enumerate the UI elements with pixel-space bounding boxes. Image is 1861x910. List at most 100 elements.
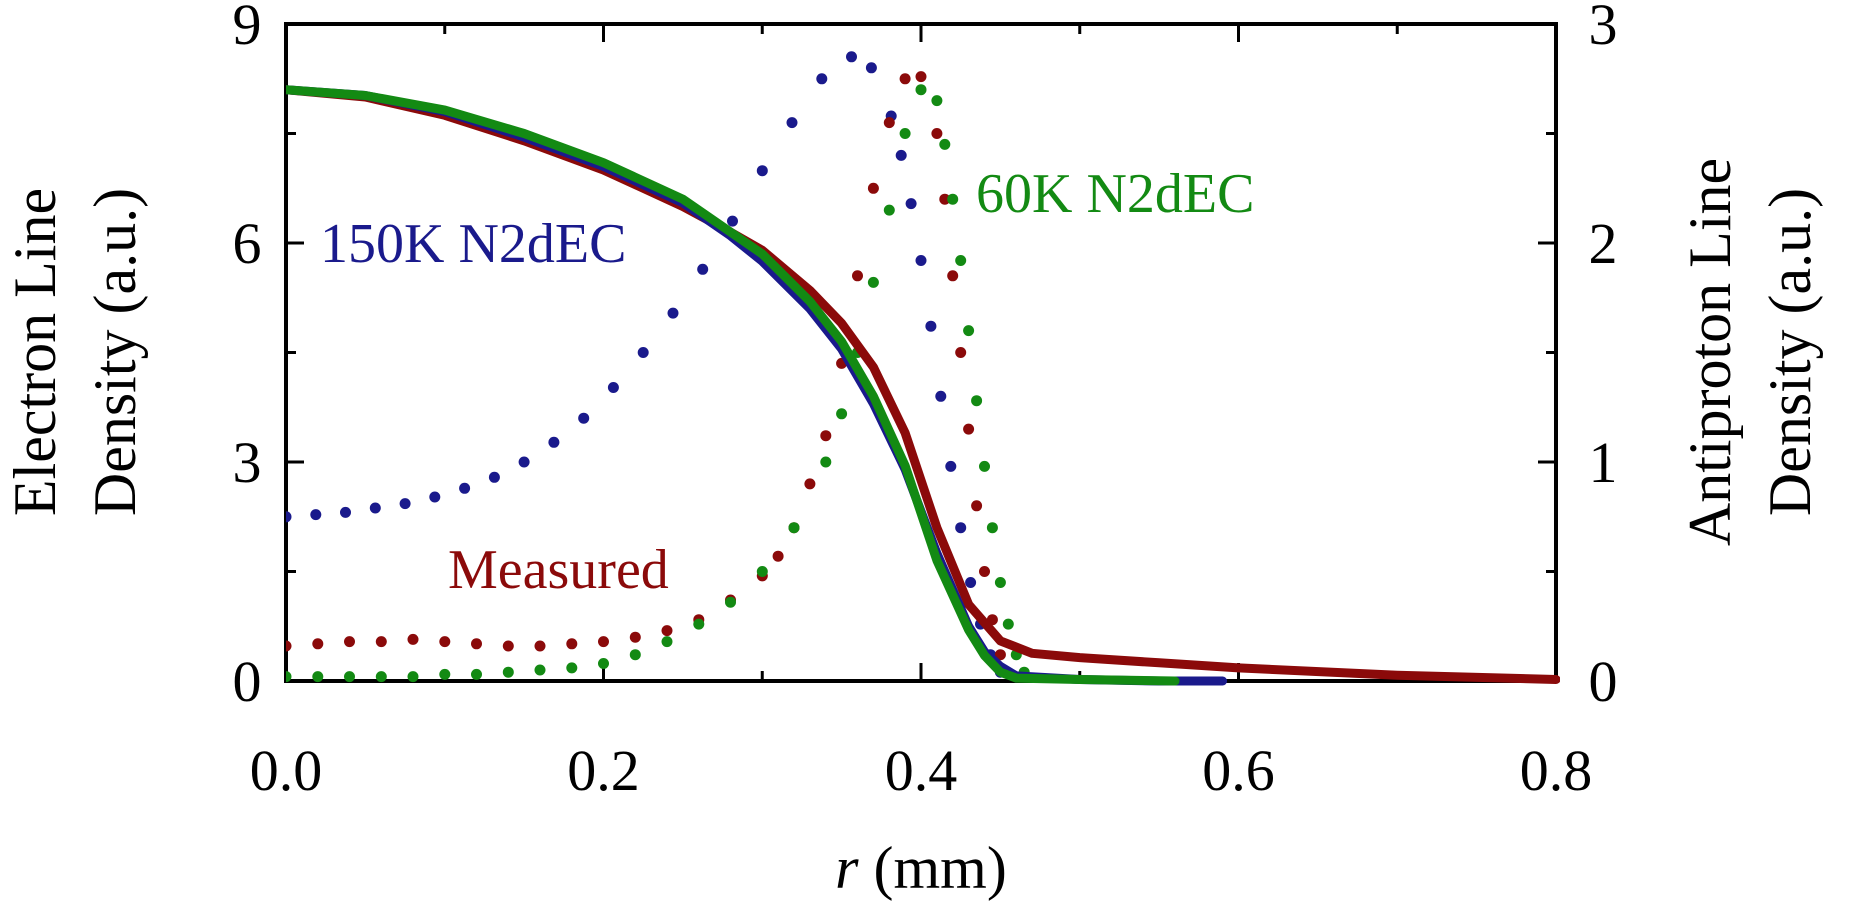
x-tick-label: 0.4 xyxy=(885,738,958,803)
antiproton-point-60k-n2dec xyxy=(1002,618,1014,630)
antiproton-point-60k-n2dec xyxy=(629,649,641,661)
antiproton-point-60k-n2dec xyxy=(899,128,911,139)
electron-line-60k-n2dec xyxy=(286,85,1180,686)
x-tick-label: 0.6 xyxy=(1202,738,1275,803)
antiproton-point-measured xyxy=(915,71,927,83)
antiproton-point-measured xyxy=(629,631,641,643)
antiproton-point-150k-n2dec xyxy=(488,471,500,483)
antiproton-point-60k-n2dec xyxy=(979,460,990,472)
antiproton-point-measured xyxy=(566,638,578,650)
antiproton-point-measured xyxy=(971,500,983,512)
antiproton-point-measured xyxy=(867,182,879,194)
antiproton-point-150k-n2dec xyxy=(756,165,768,177)
antiproton-point-measured xyxy=(939,193,951,205)
antiproton-point-60k-n2dec xyxy=(867,276,879,288)
antiproton-point-150k-n2dec xyxy=(816,73,828,85)
antiproton-point-60k-n2dec xyxy=(375,671,387,683)
antiproton-point-150k-n2dec xyxy=(369,502,381,514)
annotation-60k: 60K N2dEC xyxy=(976,163,1254,225)
antiproton-point-60k-n2dec xyxy=(725,596,736,608)
antiproton-point-150k-n2dec xyxy=(518,456,530,468)
antiproton-point-60k-n2dec xyxy=(344,671,355,683)
x-axis-title-variable: r xyxy=(835,835,859,901)
antiproton-point-measured xyxy=(439,636,451,648)
antiproton-point-60k-n2dec xyxy=(598,658,609,669)
antiproton-point-60k-n2dec xyxy=(534,664,546,676)
antiproton-point-60k-n2dec xyxy=(994,577,1006,588)
antiproton-point-150k-n2dec xyxy=(727,215,738,227)
antiproton-point-150k-n2dec xyxy=(459,482,471,494)
antiproton-point-150k-n2dec xyxy=(548,436,560,448)
antiproton-point-measured xyxy=(963,423,975,435)
antiproton-point-150k-n2dec xyxy=(607,382,619,393)
antiproton-point-150k-n2dec xyxy=(786,117,798,129)
antiproton-point-measured xyxy=(375,636,387,648)
antiproton-point-60k-n2dec xyxy=(502,666,514,678)
antiproton-point-150k-n2dec xyxy=(310,509,322,521)
antiproton-point-60k-n2dec xyxy=(883,204,895,216)
antiproton-point-measured xyxy=(661,625,673,637)
antiproton-point-measured xyxy=(883,117,895,129)
antiproton-point-60k-n2dec xyxy=(947,193,959,205)
x-tick-label: 0.0 xyxy=(250,738,323,803)
antiproton-point-150k-n2dec xyxy=(846,51,857,63)
antiproton-point-60k-n2dec xyxy=(836,408,848,420)
antiproton-point-150k-n2dec xyxy=(935,390,947,402)
antiproton-point-150k-n2dec xyxy=(667,307,679,319)
antiproton-point-measured xyxy=(502,640,514,652)
antiproton-point-measured xyxy=(772,550,784,562)
y-left-tick-label: 3 xyxy=(233,430,262,495)
antiproton-point-150k-n2dec xyxy=(955,522,967,534)
antiproton-point-measured xyxy=(899,73,911,85)
antiproton-series-layer xyxy=(286,51,1030,683)
x-axis-title-unit: (mm) xyxy=(859,835,1007,901)
y-right-axis-title-line1: Antiproton Line xyxy=(1677,158,1743,546)
antiproton-point-60k-n2dec xyxy=(971,395,983,407)
antiproton-point-measured xyxy=(344,636,355,648)
antiproton-point-60k-n2dec xyxy=(986,522,998,534)
y-left-tick-label: 6 xyxy=(233,211,262,276)
antiproton-point-measured xyxy=(955,347,967,358)
antiproton-point-150k-n2dec xyxy=(915,255,927,266)
y-right-tick-label: 2 xyxy=(1589,211,1618,276)
y-right-axis-title-line2: Density (a.u.) xyxy=(1757,188,1823,516)
antiproton-point-measured xyxy=(598,636,609,648)
antiproton-point-150k-n2dec xyxy=(895,149,907,161)
antiproton-point-60k-n2dec xyxy=(566,662,578,674)
antiproton-point-150k-n2dec xyxy=(637,347,649,358)
antiproton-point-measured xyxy=(286,640,292,652)
antiproton-point-measured xyxy=(820,430,832,442)
antiproton-point-60k-n2dec xyxy=(439,668,451,680)
x-axis-title: r (mm) xyxy=(835,835,1007,901)
antiproton-point-60k-n2dec xyxy=(963,325,975,337)
y-left-axis-title-line2: Density (a.u.) xyxy=(82,188,148,516)
antiproton-point-measured xyxy=(471,638,482,650)
antiproton-point-150k-n2dec xyxy=(905,198,917,210)
antiproton-point-60k-n2dec xyxy=(955,255,967,266)
y-left-tick-label: 9 xyxy=(233,0,262,57)
antiproton-point-150k-n2dec xyxy=(340,506,351,518)
antiproton-point-60k-n2dec xyxy=(407,671,419,683)
y-right-tick-label: 0 xyxy=(1589,649,1618,714)
antiproton-point-measured xyxy=(931,128,943,139)
antiproton-point-150k-n2dec xyxy=(925,320,937,332)
y-left-axis-title-line1: Electron Line xyxy=(2,188,68,516)
antiproton-point-measured xyxy=(312,638,324,650)
antiproton-point-60k-n2dec xyxy=(471,668,482,680)
antiproton-point-150k-n2dec xyxy=(578,412,590,424)
antiproton-point-150k-n2dec xyxy=(399,498,411,510)
antiproton-point-measured xyxy=(947,270,959,282)
antiproton-point-measured xyxy=(852,270,863,282)
antiproton-point-150k-n2dec xyxy=(697,263,709,275)
antiproton-point-60k-n2dec xyxy=(286,671,292,683)
annotation-150k: 150K N2dEC xyxy=(320,213,626,275)
antiproton-point-measured xyxy=(407,633,419,645)
antiproton-point-150k-n2dec xyxy=(965,577,977,588)
antiproton-point-measured xyxy=(804,478,816,490)
antiproton-point-60k-n2dec xyxy=(693,618,705,630)
antiproton-point-150k-n2dec xyxy=(429,491,441,503)
antiproton-point-measured xyxy=(994,649,1006,661)
y-right-tick-label: 1 xyxy=(1589,430,1618,495)
x-tick-label: 0.2 xyxy=(567,738,640,803)
